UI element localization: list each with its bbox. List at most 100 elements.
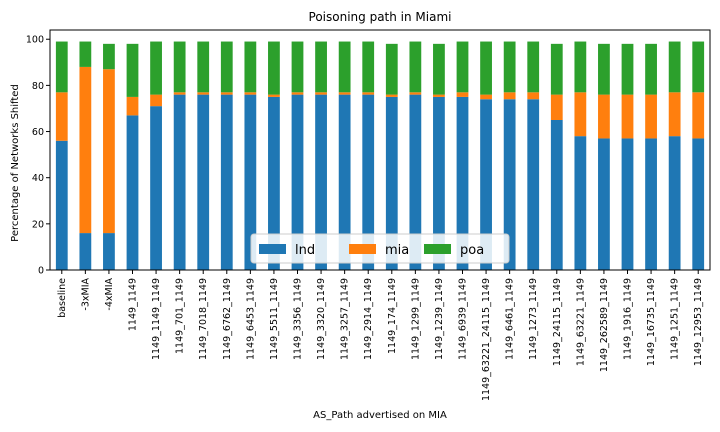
- bar-lnd-5: [173, 94, 186, 270]
- bar-lnd-26: [668, 136, 681, 270]
- x-tick-label: 1149_701_1149: [175, 278, 186, 354]
- bar-mia-17: [456, 92, 469, 97]
- x-axis-label: AS_Path advertised on MIA: [313, 410, 447, 421]
- legend-label-lnd: lnd: [295, 243, 315, 258]
- bar-mia-25: [645, 94, 657, 139]
- bar-mia-1: [79, 66, 92, 234]
- bar-lnd-2: [103, 233, 115, 270]
- x-tick-label: 1149_5511_1149: [269, 278, 280, 360]
- bar-mia-5: [173, 92, 186, 95]
- legend-label-mia: mia: [385, 243, 409, 258]
- bar-poa-19: [503, 41, 516, 93]
- x-tick-label: 1149_3356_1149: [293, 278, 304, 360]
- bar-poa-8: [244, 41, 257, 93]
- bar-mia-11: [315, 92, 327, 95]
- bar-mia-7: [220, 92, 233, 95]
- plot-frame: [49, 29, 711, 271]
- bar-poa-21: [550, 43, 563, 95]
- x-tick-label: 1149_12953_1149: [693, 278, 704, 366]
- x-tick-label: 1149_1299_1149: [410, 278, 421, 360]
- x-tick-label: 1149_7018_1149: [198, 278, 209, 360]
- bar-lnd-1: [79, 233, 92, 270]
- bar-lnd-4: [150, 106, 162, 271]
- bar-mia-22: [574, 92, 587, 137]
- x-tick-label: 1149_63221_24115_1149: [481, 278, 492, 401]
- legend-swatch-mia: [349, 244, 376, 254]
- x-tick-label: 1149_6762_1149: [222, 278, 233, 360]
- bar-mia-8: [244, 92, 257, 95]
- bar-mia-12: [338, 92, 351, 95]
- bar-mia-15: [409, 92, 422, 95]
- bar-mia-13: [362, 92, 375, 95]
- bar-poa-14: [385, 43, 398, 95]
- bar-lnd-9: [268, 96, 280, 270]
- x-tick-label: 1149_1273_1149: [528, 278, 539, 360]
- bar-lnd-15: [409, 94, 422, 270]
- bar-poa-10: [291, 41, 304, 93]
- bar-mia-23: [598, 94, 610, 139]
- x-tick-label: 1149_1149: [128, 278, 139, 331]
- bar-lnd-21: [550, 120, 563, 270]
- bar-poa-2: [103, 43, 115, 70]
- bar-poa-0: [55, 41, 68, 93]
- x-tick-label: 1149_262589_1149: [599, 278, 610, 372]
- bar-poa-4: [150, 41, 162, 95]
- bar-lnd-0: [55, 140, 68, 270]
- bar-lnd-12: [338, 94, 351, 270]
- chart-title: Poisoning path in Miami: [309, 10, 452, 24]
- bar-poa-1: [79, 41, 92, 67]
- x-tick-label: 1149_1239_1149: [434, 278, 445, 360]
- bar-poa-3: [126, 43, 139, 97]
- bar-poa-20: [527, 41, 540, 93]
- x-tick-label: 1149_174_1149: [387, 278, 398, 354]
- bar-mia-2: [103, 69, 115, 234]
- bar-mia-26: [668, 92, 681, 137]
- x-tick-label: -3xMIA: [80, 278, 91, 311]
- bar-lnd-10: [291, 94, 304, 270]
- bar-lnd-19: [503, 99, 516, 270]
- legend-box: [250, 233, 510, 264]
- bars-layer: [55, 41, 705, 271]
- bar-poa-5: [173, 41, 186, 93]
- bar-mia-16: [433, 94, 445, 97]
- bar-lnd-14: [385, 96, 398, 270]
- bar-poa-13: [362, 41, 375, 93]
- bar-lnd-24: [621, 138, 634, 270]
- x-tick-label: 1149_2914_1149: [363, 278, 374, 360]
- bar-poa-15: [409, 41, 422, 93]
- bar-mia-4: [150, 94, 162, 107]
- y-tick-label: 40: [32, 173, 44, 184]
- bar-lnd-27: [692, 138, 705, 270]
- x-tick-label: 1149_6939_1149: [458, 278, 469, 360]
- bar-poa-18: [480, 41, 492, 95]
- legend-swatch-lnd: [259, 244, 286, 254]
- bar-lnd-25: [645, 138, 657, 270]
- bar-mia-3: [126, 96, 139, 116]
- bar-poa-22: [574, 41, 587, 93]
- x-tick-label: 1149_24115_1149: [552, 278, 563, 366]
- y-tick-label: 20: [32, 219, 44, 230]
- bar-lnd-8: [244, 94, 257, 270]
- bar-lnd-13: [362, 94, 375, 270]
- y-axis-label: Percentage of Networks Shifted: [10, 84, 21, 242]
- x-tick-label: -4xMIA: [104, 278, 115, 311]
- y-ticks: 0 20 40 60 80 100: [26, 35, 50, 277]
- bar-lnd-3: [126, 115, 139, 270]
- y-tick-label: 0: [38, 266, 44, 277]
- bar-mia-10: [291, 92, 304, 95]
- bar-poa-9: [268, 41, 280, 95]
- bar-lnd-11: [315, 94, 327, 270]
- bar-lnd-23: [598, 138, 610, 270]
- bar-lnd-17: [456, 96, 469, 270]
- bar-mia-24: [621, 94, 634, 139]
- bar-mia-0: [55, 92, 68, 141]
- bar-poa-27: [692, 41, 705, 93]
- bar-poa-25: [645, 43, 657, 95]
- bar-mia-21: [550, 94, 563, 120]
- bar-lnd-6: [197, 94, 210, 270]
- bar-poa-16: [433, 43, 445, 95]
- bar-poa-6: [197, 41, 210, 93]
- bar-lnd-7: [220, 94, 233, 270]
- y-tick-label: 60: [32, 127, 44, 138]
